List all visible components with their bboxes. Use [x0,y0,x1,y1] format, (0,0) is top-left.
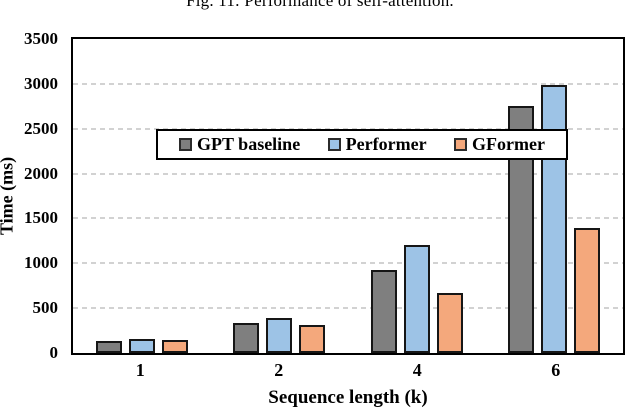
x-tick-label-6: 6 [551,360,561,380]
bar-performer-x1 [128,338,155,353]
plot-area [73,39,623,353]
legend: GPT baseline Performer GFormer [156,129,568,160]
gridline-1000 [73,262,623,265]
y-tick-label-2000: 2000 [24,163,58,183]
y-tick-label-2500: 2500 [24,118,58,138]
gridline-2000 [73,172,623,175]
legend-item-gpt-baseline: GPT baseline [179,134,300,155]
legend-marker-icon [179,138,192,151]
bar-performer-x6 [541,84,568,353]
y-tick-label-3000: 3000 [24,73,58,93]
x-axis-tick-labels: 1 2 4 6 [71,360,625,381]
x-axis-title: Sequence length (k) [268,387,428,408]
legend-label: GPT baseline [197,134,301,154]
bar-gformer-x6 [574,228,601,353]
legend-label: GFormer [472,134,545,154]
plot-frame: GPT baseline Performer GFormer [71,37,625,355]
gridline-1500 [73,217,623,220]
gridline-2500 [73,127,623,130]
legend-marker-icon [454,138,468,151]
legend-label: Performer [345,134,427,154]
bar-group-2 [211,39,349,353]
y-tick-label-500: 500 [32,298,59,318]
x-tick-label-1: 1 [135,360,145,380]
bar-groups [73,39,623,353]
gridline-3000 [73,82,623,85]
y-tick-label-0: 0 [49,343,59,362]
bar-gpt-baseline-x2 [233,322,260,353]
y-tick-label-1500: 1500 [24,208,58,228]
figure-caption: Fig. 11: Performance of self-attention. [186,0,454,10]
bar-group-4 [348,39,486,353]
bar-gpt-baseline-x4 [370,269,397,353]
gridline-500 [73,307,623,310]
bar-performer-x2 [266,318,293,353]
legend-item-gformer: GFormer [454,134,545,155]
bar-group-6 [486,39,624,353]
bar-gpt-baseline-x1 [95,341,122,353]
figure-caption-clip: Fig. 11: Performance of self-attention. [0,0,640,10]
legend-marker-icon [327,138,341,151]
bar-gformer-x4 [436,293,463,353]
bar-performer-x4 [403,245,430,353]
y-tick-label-1000: 1000 [24,253,58,273]
x-tick-label-2: 2 [274,360,284,380]
y-tick-label-3500: 3500 [24,29,58,48]
legend-item-performer: Performer [327,134,427,155]
bar-gformer-x2 [299,325,326,353]
bar-group-1 [73,39,211,353]
x-tick-label-4: 4 [412,360,422,380]
bar-gformer-x1 [161,339,188,353]
